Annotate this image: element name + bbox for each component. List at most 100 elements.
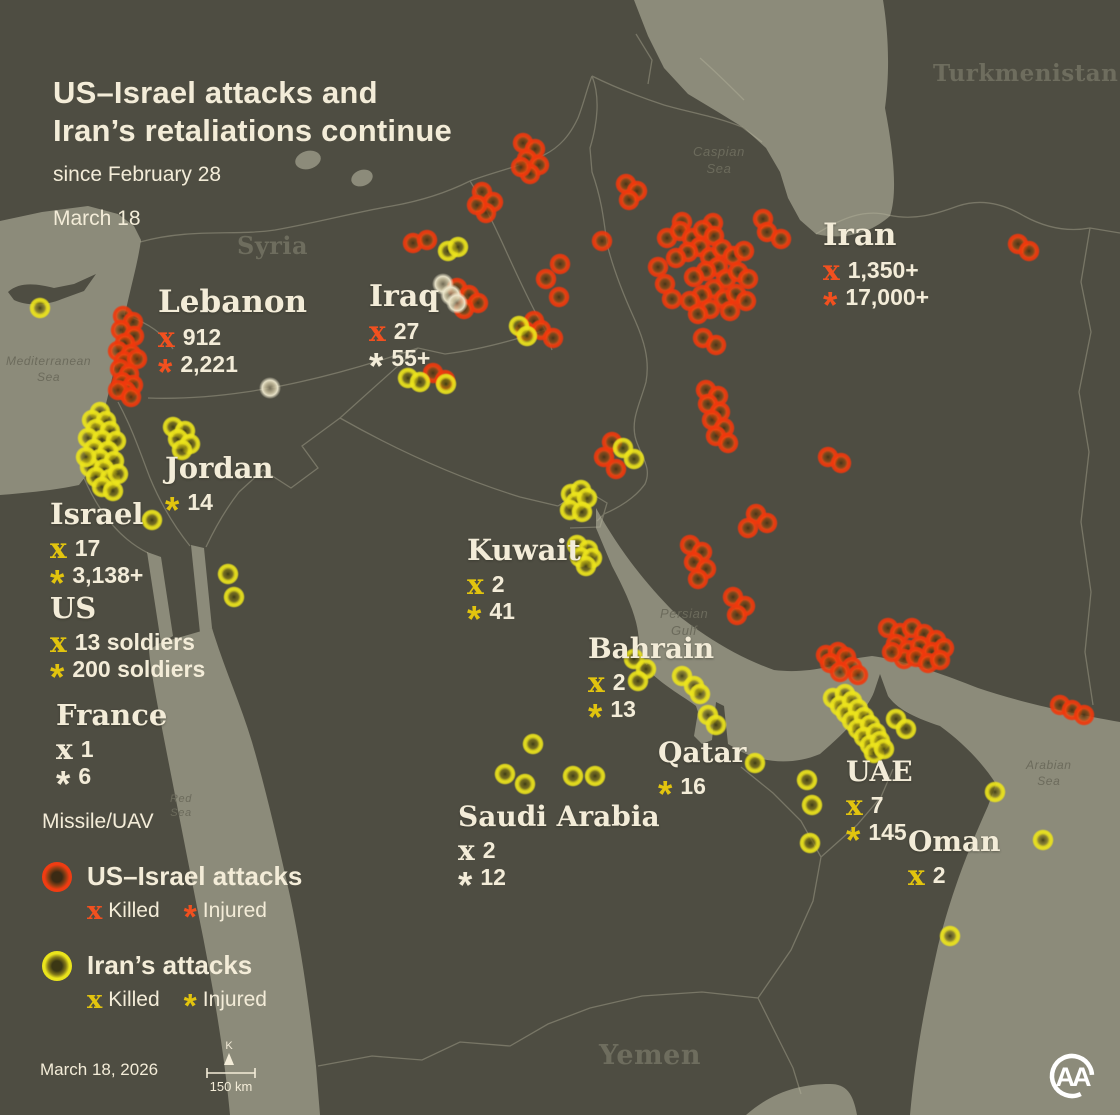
us-israel-attack-dot xyxy=(726,604,748,626)
iran-attack-dot-icon xyxy=(42,950,72,981)
us-israel-attack-dot xyxy=(705,334,727,356)
as-of-date: March 18 xyxy=(53,207,141,230)
us-israel-attack-dot xyxy=(535,268,557,290)
sea-persian-gulf-arabian-sea xyxy=(596,508,1120,1115)
north-letter: K xyxy=(225,1040,233,1052)
anadolu-agency-logo: AA xyxy=(1049,1053,1095,1099)
us-israel-attack-dot xyxy=(605,458,627,480)
legend-label-us-israel: US–Israel attacks xyxy=(87,861,303,891)
iran-attack-dot xyxy=(744,752,766,774)
iran-attack-dot xyxy=(435,373,457,395)
iran-attack-dot xyxy=(801,794,823,816)
iran-attack-dot xyxy=(514,773,536,795)
us-israel-attack-dot xyxy=(737,517,759,539)
us-israel-attack-dot xyxy=(416,229,438,251)
subtitle-since: since February 28 xyxy=(53,163,222,186)
iran-attack-dot xyxy=(689,683,711,705)
iran-attack-dot xyxy=(141,509,163,531)
us-israel-attack-dot xyxy=(542,327,564,349)
lake-van xyxy=(351,169,373,187)
sea-gulf-of-aden xyxy=(746,1084,857,1115)
iran-attack-dot xyxy=(75,446,97,468)
us-israel-attack-dot-icon xyxy=(42,861,72,892)
country-borders xyxy=(83,33,1120,1095)
us-israel-attack-dot xyxy=(737,268,759,290)
iran-attack-dot xyxy=(1032,829,1054,851)
island-cyprus xyxy=(8,274,96,305)
iran-attack-dot xyxy=(562,765,584,787)
iran-attack-dot xyxy=(939,925,961,947)
iran-attack-dot xyxy=(796,769,818,791)
iran-attack-dot xyxy=(873,738,895,760)
iran-attack-dot xyxy=(409,371,431,393)
legend-sub-iran: x Killed * Injured xyxy=(87,985,267,1026)
attack-dot-pale xyxy=(259,377,281,399)
attack-dot-pale xyxy=(446,292,468,314)
us-israel-attack-dot xyxy=(665,247,687,269)
us-israel-attack-dot xyxy=(591,230,613,252)
us-israel-attack-dot xyxy=(647,256,669,278)
iran-attack-dot xyxy=(575,555,597,577)
sea-red-sea xyxy=(149,628,320,1115)
us-israel-attack-dot xyxy=(830,452,852,474)
legend-sub-us-israel: x Killed * Injured xyxy=(87,896,267,937)
iran-attack-dot xyxy=(522,733,544,755)
iran-attack-dot xyxy=(627,670,649,692)
iran-attack-dot xyxy=(447,236,469,258)
iran-attack-dot xyxy=(895,718,917,740)
iran-attack-dot xyxy=(171,439,193,461)
injured-label: Injured xyxy=(202,988,267,1011)
us-israel-attack-dot xyxy=(847,664,869,686)
us-israel-attack-dot xyxy=(717,432,739,454)
iran-attack-dot xyxy=(584,765,606,787)
legend-group-us-israel: US–Israel attacks xyxy=(42,861,302,892)
killed-label: Killed xyxy=(108,988,160,1011)
killed-label: Killed xyxy=(108,899,160,922)
us-israel-attack-dot xyxy=(719,300,741,322)
sea-gulf-of-aqaba xyxy=(191,545,212,633)
logo-letters: AA xyxy=(1056,1062,1091,1092)
lake-tuz xyxy=(295,150,321,170)
iran-attack-dot xyxy=(623,448,645,470)
sea-mediterranean xyxy=(0,206,141,495)
iran-attack-dot xyxy=(516,325,538,347)
iran-attack-dot xyxy=(29,297,51,319)
us-israel-attack-dot xyxy=(687,303,709,325)
iran-attack-dot xyxy=(217,563,239,585)
north-arrow-icon xyxy=(224,1053,234,1065)
us-israel-attack-dot xyxy=(548,286,570,308)
iran-attack-dot xyxy=(799,832,821,854)
us-israel-attack-dot xyxy=(1073,704,1095,726)
us-israel-attack-dot xyxy=(735,290,757,312)
publication-date: March 18, 2026 xyxy=(40,1060,159,1079)
iran-attack-dot xyxy=(984,781,1006,803)
legend-label-iran: Iran’s attacks xyxy=(87,950,253,980)
us-israel-attack-dot xyxy=(683,266,705,288)
scale-label: 150 km xyxy=(210,1079,253,1094)
title-block: US–Israel attacks and Iran’s retaliations… xyxy=(53,74,452,231)
iran-attack-dot xyxy=(102,480,124,502)
us-israel-attack-dot xyxy=(929,649,951,671)
iran-attack-dot xyxy=(571,501,593,523)
iran-attack-dot xyxy=(223,586,245,608)
scale-line xyxy=(206,1068,256,1078)
us-israel-attack-dot xyxy=(687,568,709,590)
us-israel-attack-dot xyxy=(756,512,778,534)
iran-attack-dot xyxy=(494,763,516,785)
us-israel-attack-dot xyxy=(1018,240,1040,262)
sea-caspian xyxy=(634,0,895,237)
us-israel-attack-dot xyxy=(881,641,903,663)
legend: Missile/UAV US–Israel attacks x Killed *… xyxy=(42,810,302,1026)
us-israel-attack-dot xyxy=(770,228,792,250)
us-israel-attack-dot xyxy=(733,240,755,262)
page-title: US–Israel attacks and Iran’s retaliations… xyxy=(53,75,452,148)
us-israel-attack-dot xyxy=(466,194,488,216)
us-israel-attack-dot xyxy=(549,253,571,275)
sea-gulf-of-suez xyxy=(147,552,173,643)
iran-attack-dot xyxy=(705,714,727,736)
us-israel-attack-dot xyxy=(661,288,683,310)
us-israel-attack-dot xyxy=(829,661,851,683)
us-israel-attack-dot xyxy=(120,386,142,408)
injured-label: Injured xyxy=(202,899,267,922)
